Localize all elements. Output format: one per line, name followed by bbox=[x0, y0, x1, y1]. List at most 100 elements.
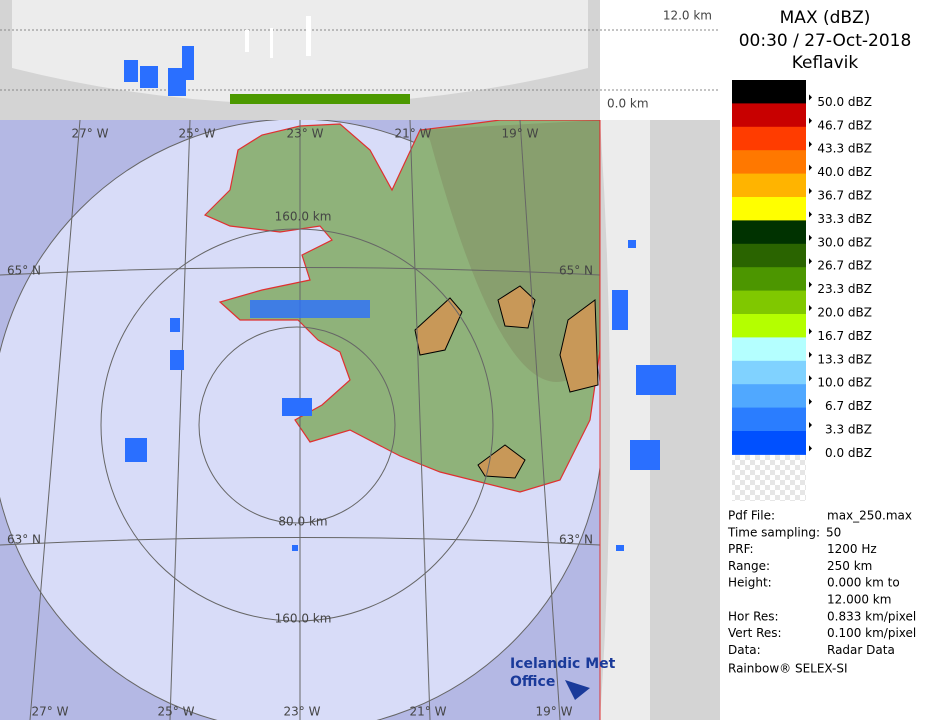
legend-marker bbox=[809, 258, 812, 265]
legend-swatch bbox=[732, 220, 806, 245]
legend-marker bbox=[809, 141, 812, 148]
legend-swatch bbox=[732, 314, 806, 338]
legend-marker bbox=[809, 211, 812, 218]
logo-mark bbox=[565, 680, 590, 700]
side-echoes bbox=[612, 240, 676, 551]
legend-swatch bbox=[732, 267, 806, 292]
lon-label: 19° W bbox=[536, 705, 573, 719]
logo-text: Icelandic Met bbox=[510, 656, 616, 672]
shadow bbox=[420, 120, 600, 382]
legend-label: 6.7 dBZ bbox=[825, 399, 872, 413]
info-label: Range: bbox=[728, 559, 770, 573]
legend-marker bbox=[809, 164, 812, 171]
range-label: 160.0 km bbox=[275, 210, 332, 224]
legend-swatch bbox=[732, 243, 806, 268]
info-label: Pdf File: bbox=[728, 509, 775, 523]
lon-label: 27° W bbox=[72, 127, 109, 141]
legend-swatch bbox=[732, 290, 806, 315]
info-value: 0.833 km/pixel bbox=[827, 609, 916, 623]
legend-marker bbox=[809, 305, 812, 311]
height-label: 12.0 km bbox=[663, 9, 712, 23]
legend-swatch bbox=[732, 337, 806, 362]
legend-marker bbox=[809, 117, 812, 124]
glaciers bbox=[414, 285, 599, 479]
info-label: Time sampling: bbox=[727, 525, 820, 539]
legend-marker bbox=[809, 445, 812, 452]
top-echoes bbox=[124, 16, 410, 104]
info-label: PRF: bbox=[728, 542, 754, 556]
legend-marker bbox=[809, 328, 812, 335]
land bbox=[203, 120, 600, 493]
legend-label: 50.0 dBZ bbox=[817, 95, 872, 109]
info-label: Hor Res: bbox=[728, 609, 779, 623]
legend-label: 20.0 dBZ bbox=[817, 306, 872, 320]
legend-swatch bbox=[732, 80, 806, 104]
lon-label: 21° W bbox=[410, 705, 447, 719]
info-value: 12.000 km bbox=[827, 593, 891, 607]
legend-nodata bbox=[732, 455, 806, 501]
legend-label: 3.3 dBZ bbox=[825, 423, 872, 437]
lon-label: 25° W bbox=[179, 127, 216, 141]
info-value: max_250.max bbox=[827, 509, 912, 523]
info-label: Vert Res: bbox=[728, 626, 782, 640]
lat-label: 63° N bbox=[7, 533, 41, 547]
legend-label: 10.0 dBZ bbox=[817, 376, 872, 390]
lat-label: 65° N bbox=[7, 264, 41, 278]
range-ring bbox=[198, 326, 396, 524]
lat-label: 65° N bbox=[559, 264, 593, 278]
range-ring bbox=[100, 228, 494, 622]
footer: Rainbow® SELEX-SI bbox=[728, 662, 848, 676]
info-value: 50 bbox=[826, 525, 841, 539]
legend-label: 0.0 dBZ bbox=[825, 446, 872, 460]
lon-label: 27° W bbox=[32, 705, 69, 719]
info-value: 0.000 km to bbox=[827, 576, 900, 590]
timestamp: 00:30 / 27-Oct-2018 bbox=[739, 31, 912, 51]
logo-text: Office bbox=[510, 674, 555, 690]
info-value: 250 km bbox=[827, 559, 872, 573]
legend-marker bbox=[809, 188, 812, 194]
legend-marker bbox=[809, 234, 812, 241]
legend-swatch bbox=[732, 431, 806, 455]
lon-label: 23° W bbox=[287, 127, 324, 141]
lon-label: 25° W bbox=[158, 705, 195, 719]
legend-label: 43.3 dBZ bbox=[817, 142, 872, 156]
info-table: Pdf File: max_250.max Time sampling: 50 PRF:… bbox=[727, 509, 916, 657]
range-label: 160.0 km bbox=[275, 612, 332, 626]
info-value: 1200 Hz bbox=[827, 542, 877, 556]
info-value: 0.100 km/pixel bbox=[827, 626, 916, 640]
lon-label: 19° W bbox=[502, 127, 539, 141]
map-echoes bbox=[125, 300, 370, 551]
legend-swatch bbox=[732, 173, 806, 198]
legend-label: 23.3 dBZ bbox=[817, 282, 872, 296]
legend-marker bbox=[809, 94, 812, 101]
legend-label: 30.0 dBZ bbox=[817, 235, 872, 249]
side-panel-coverage bbox=[600, 120, 650, 720]
info-label: Data: bbox=[728, 643, 761, 657]
legend-label: 40.0 dBZ bbox=[817, 165, 872, 179]
info-value: Radar Data bbox=[827, 643, 895, 657]
info-label: Height: bbox=[728, 576, 772, 590]
legend-marker bbox=[809, 375, 812, 382]
lon-label: 23° W bbox=[284, 705, 321, 719]
legend-swatch bbox=[732, 360, 806, 385]
legend: 50.0 dBZ 46.7 dBZ 43.3 dBZ 40.0 dBZ 36.7 dBZ… bbox=[732, 80, 872, 460]
map-area bbox=[0, 120, 600, 720]
legend-label: 16.7 dBZ bbox=[817, 329, 872, 343]
legend-marker bbox=[809, 281, 812, 288]
site-name: Keflavik bbox=[792, 53, 859, 73]
legend-label: 46.7 dBZ bbox=[817, 118, 872, 132]
legend-marker bbox=[809, 422, 812, 428]
legend-swatch bbox=[732, 126, 806, 151]
legend-swatch bbox=[732, 384, 806, 409]
lon-label: 21° W bbox=[395, 127, 432, 141]
legend-label: 33.3 dBZ bbox=[817, 212, 872, 226]
product-title: MAX (dBZ) bbox=[780, 8, 871, 28]
legend-label: 36.7 dBZ bbox=[817, 189, 872, 203]
lat-label: 63° N bbox=[559, 533, 593, 547]
legend-label: 26.7 dBZ bbox=[817, 259, 872, 273]
range-label: 80.0 km bbox=[278, 515, 327, 529]
legend-swatch bbox=[732, 103, 806, 128]
graticule bbox=[0, 120, 600, 720]
